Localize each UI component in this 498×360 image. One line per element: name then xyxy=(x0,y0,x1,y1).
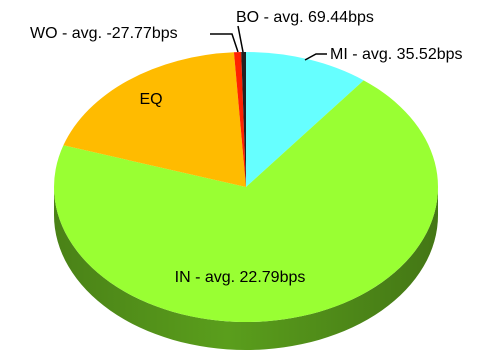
leader-lines xyxy=(210,25,327,61)
slice-mi xyxy=(246,52,364,187)
label-eq: EQ xyxy=(139,91,162,108)
slice-in xyxy=(54,80,438,322)
label-wo: WO - avg. -27.77bps xyxy=(30,25,178,42)
leader-wo xyxy=(210,33,239,53)
slice-wo xyxy=(233,52,246,187)
label-in: IN - avg. 22.79bps xyxy=(175,269,306,286)
label-bo: BO - avg. 69.44bps xyxy=(236,9,374,26)
leader-mi xyxy=(304,53,327,61)
pie-side-walls xyxy=(54,187,438,350)
slice-side-shade-in xyxy=(54,187,438,350)
pie-top-faces xyxy=(54,52,438,322)
slice-eq xyxy=(63,52,246,188)
label-mi: MI - avg. 35.52bps xyxy=(330,46,463,63)
slice-labels: MI - avg. 35.52bps IN - avg. 22.79bps EQ WO… xyxy=(30,9,463,286)
slice-bo xyxy=(241,52,246,187)
leader-bo xyxy=(237,25,244,53)
